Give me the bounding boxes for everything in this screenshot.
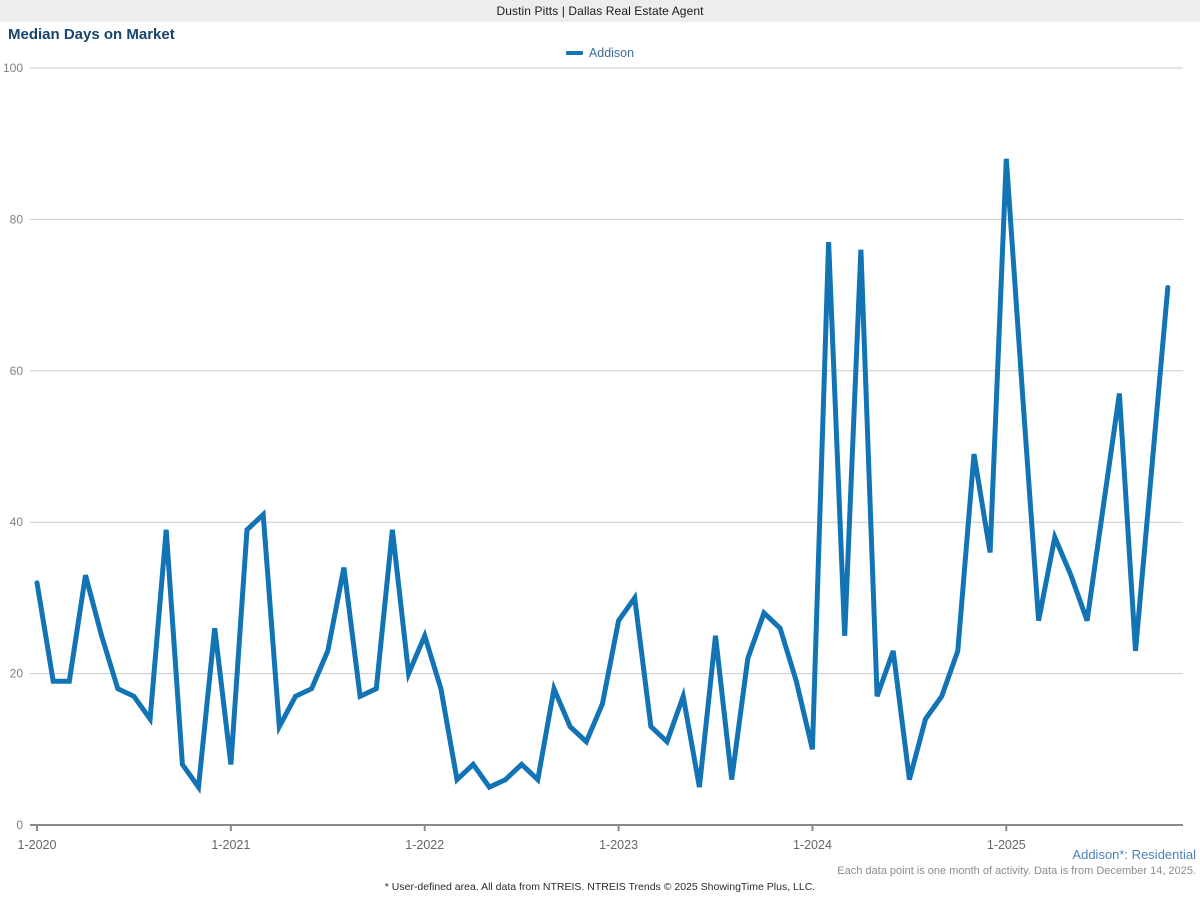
y-tick-label-60: 60 [10,364,24,378]
median-days-line-addison [34,158,1171,794]
x-tick-label-1-2023: 1-2023 [599,838,638,852]
area-note: Addison*: Residential [1072,847,1196,862]
legend-line-swatch [565,51,583,55]
agent-banner-text: Dustin Pitts | Dallas Real Estate Agent [496,4,704,18]
x-tick-label-1-2021: 1-2021 [211,838,250,852]
x-tick-label-1-2025: 1-2025 [987,838,1026,852]
data-note: Each data point is one month of activity… [837,865,1196,877]
x-tick-label-1-2022: 1-2022 [405,838,444,852]
y-tick-label-40: 40 [10,515,24,529]
x-tick-label-1-2020: 1-2020 [18,838,57,852]
y-tick-label-20: 20 [10,667,24,681]
x-tick-label-1-2024: 1-2024 [793,838,832,852]
legend: Addison [0,46,1200,60]
y-tick-label-100: 100 [3,61,23,75]
legend-label: Addison [588,46,635,60]
page-title: Median Days on Market [8,26,175,43]
footnote: * User-defined area. All data from NTREI… [384,881,816,893]
y-tick-label-80: 80 [10,212,24,226]
y-tick-label-0: 0 [16,818,23,832]
agent-banner: Dustin Pitts | Dallas Real Estate Agent [0,0,1200,22]
